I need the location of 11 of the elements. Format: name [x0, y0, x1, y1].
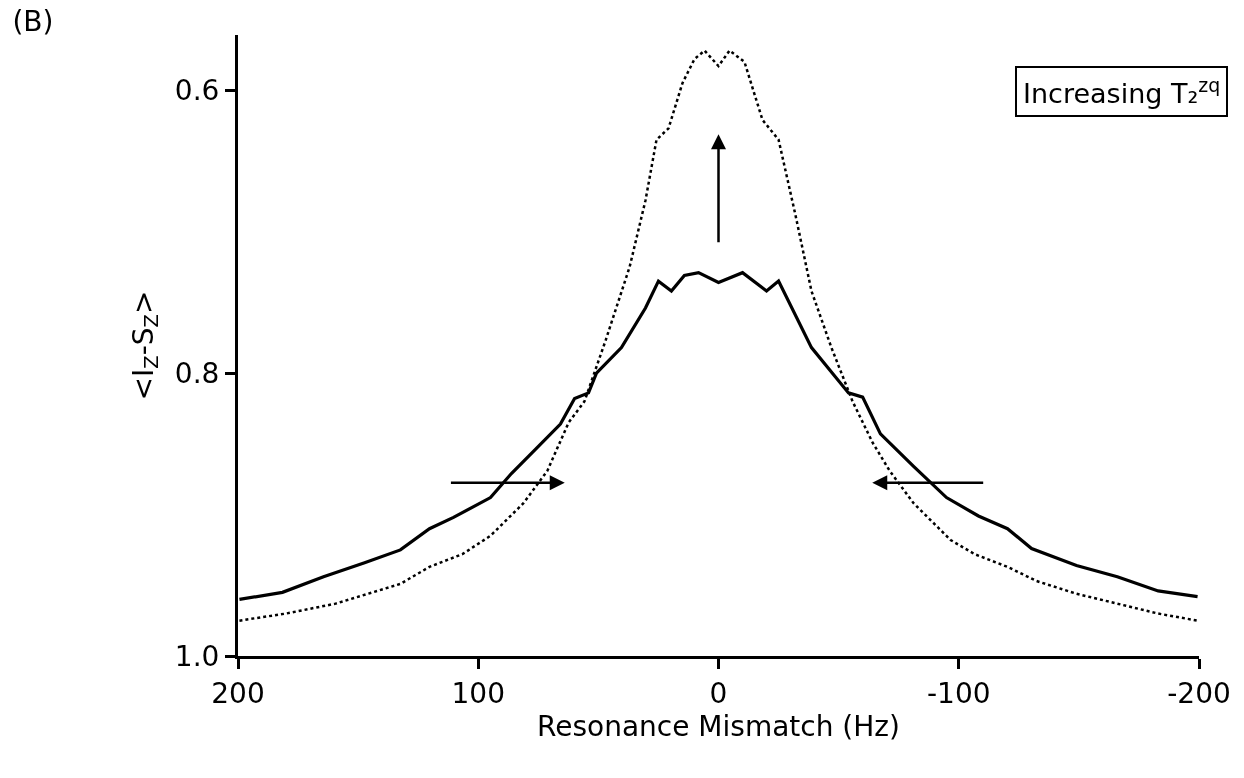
- chart-title: (B): [12, 5, 54, 39]
- annotation: Increasing T₂$^{zq}$: [1023, 74, 1221, 110]
- x-tick-label: -100: [926, 676, 991, 710]
- x-tick-label: 0: [709, 676, 728, 710]
- y-tick-label: 0.8: [174, 356, 220, 390]
- x-tick-label: 200: [211, 676, 265, 710]
- y-tick-label: 1.0: [174, 639, 220, 673]
- x-axis-title: Resonance Mismatch (Hz): [537, 709, 900, 743]
- y-tick-label: 0.6: [174, 73, 220, 107]
- x-tick-label: 100: [451, 676, 505, 710]
- x-tick-label: -200: [1167, 676, 1231, 710]
